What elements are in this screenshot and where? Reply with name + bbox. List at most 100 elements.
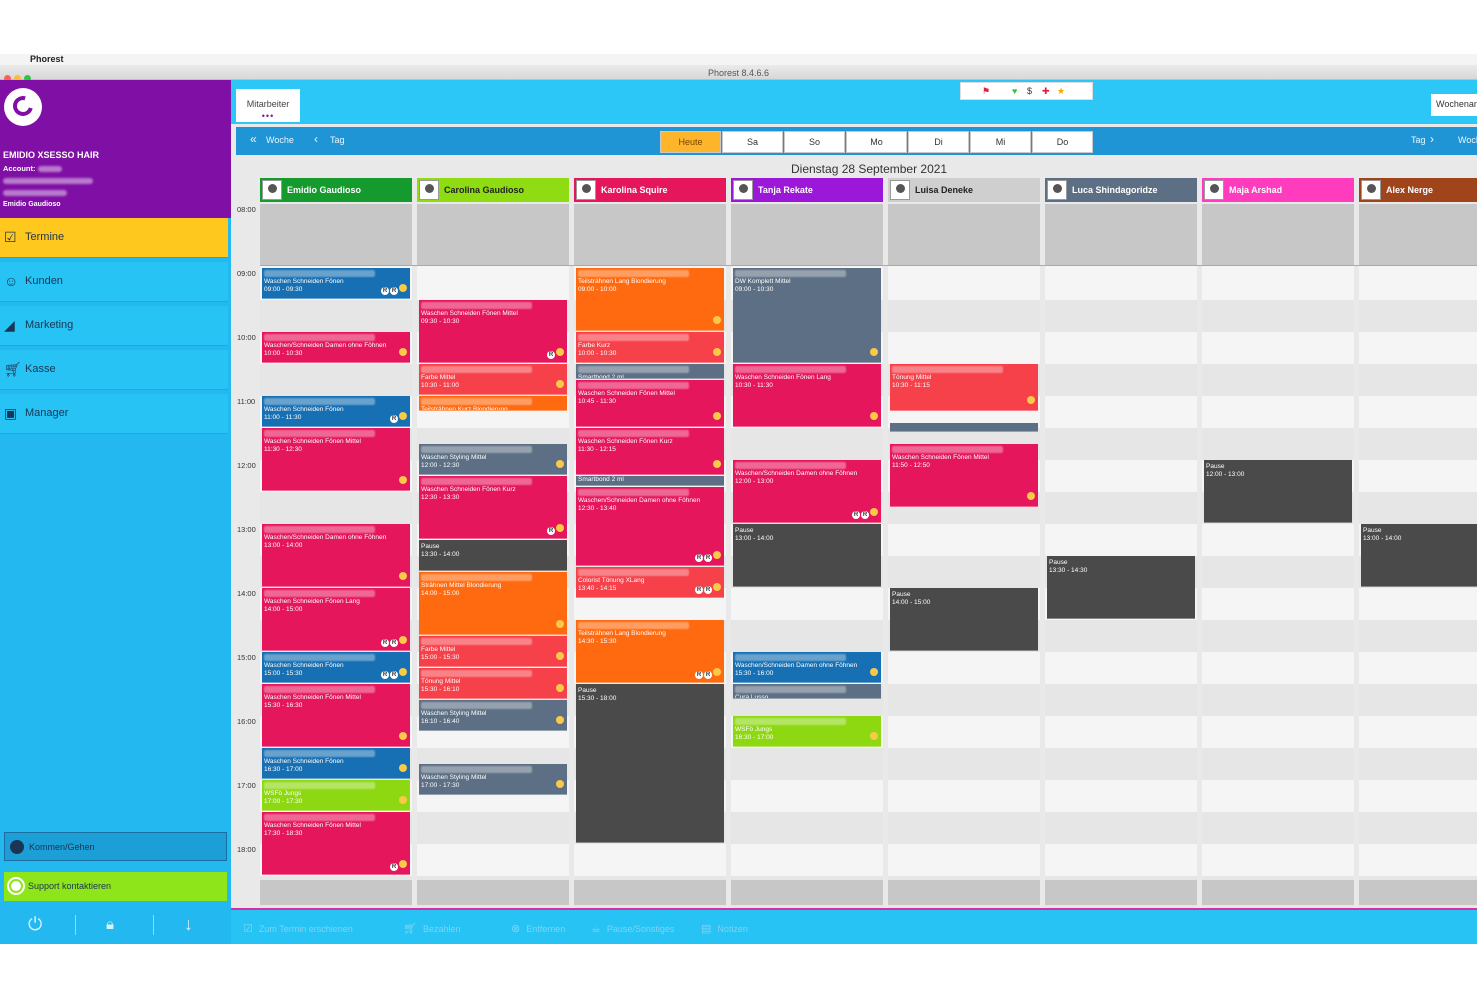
sidebar-item-kasse[interactable]: 🛒︎ Kasse: [0, 350, 228, 390]
appointment-block[interactable]: Waschen Schneiden Fönen Mittel 09:30 - 10…: [419, 300, 567, 363]
schedule-body[interactable]: Pause 12:00 - 13:00: [1202, 204, 1354, 908]
schedule-body[interactable]: Tönung Mittel 10:30 - 11:15 Waschen Schnei…: [888, 204, 1040, 908]
heart-icon[interactable]: ♥: [1012, 86, 1018, 96]
appointment-block[interactable]: Waschen/Schneiden Damen ohne Föhnen 15:30…: [733, 652, 881, 683]
day-button-sa[interactable]: Sa: [722, 131, 783, 153]
chevron-right-icon[interactable]: ›: [1430, 132, 1434, 146]
today-button[interactable]: Heute: [660, 131, 721, 153]
break-block[interactable]: Pause 13:30 - 14:30: [1047, 556, 1195, 619]
appointment-block[interactable]: Smartbond 2 ml: [576, 364, 724, 379]
support-button[interactable]: Support kontaktieren: [4, 872, 227, 901]
appointment-block[interactable]: Smartbond 2 ml: [576, 476, 724, 486]
lock-icon[interactable]: 🔒︎: [106, 916, 114, 933]
staff-header[interactable]: Luisa Deneke: [888, 178, 1040, 202]
appointment-block[interactable]: WSFö Jungs 16:30 - 17:00: [733, 716, 881, 747]
appointment-block[interactable]: Waschen Styling Mittel 17:00 - 17:30: [419, 764, 567, 795]
chevron-left-icon[interactable]: ‹: [314, 132, 318, 146]
app-menu-name[interactable]: Phorest: [30, 54, 64, 64]
staff-header[interactable]: Maja Arshad: [1202, 178, 1354, 202]
appointment-block[interactable]: Waschen Schneiden Fönen Mittel 11:50 - 12…: [890, 444, 1038, 507]
break-block[interactable]: Pause 14:00 - 15:00: [890, 588, 1038, 651]
appointment-block[interactable]: Waschen/Schneiden Damen ohne Föhnen 12:30…: [576, 486, 724, 566]
break-block[interactable]: Pause 13:00 - 14:00: [1361, 524, 1477, 587]
appointment-block[interactable]: DW Komplett Mittel 09:00 - 10:30: [733, 268, 881, 363]
appointment-block[interactable]: Waschen Schneiden Fönen 15:00 - 15:30 R R: [262, 652, 410, 683]
appointment-block[interactable]: Waschen/Schneiden Damen ohne Föhnen 12:00…: [733, 460, 881, 523]
appointment-block[interactable]: Waschen Schneiden Fönen 16:30 - 17:00: [262, 748, 410, 779]
schedule-body[interactable]: Waschen Schneiden Fönen Mittel 09:30 - 10…: [417, 204, 569, 908]
break-block[interactable]: Pause 13:00 - 14:00: [733, 524, 881, 587]
sidebar-item-termine[interactable]: ☑ Termine: [0, 218, 228, 258]
action-pause-sonstiges[interactable]: ☕︎ Pause/Sonstiges: [591, 922, 674, 935]
clock-in-out-button[interactable]: Kommen/Gehen: [4, 832, 227, 861]
day-button-so[interactable]: So: [784, 131, 845, 153]
next-week-button[interactable]: Woch: [1458, 135, 1477, 145]
appointment-block[interactable]: Teilsträhnen Lang Blondierung 14:30 - 15:…: [576, 620, 724, 683]
zoom-window-button[interactable]: [24, 75, 31, 82]
appointment-block[interactable]: Waschen Schneiden Fönen Mittel 11:30 - 12…: [262, 428, 410, 491]
appointment-block[interactable]: Cura Lusso: [733, 684, 881, 699]
appointment-block[interactable]: Waschen/Schneiden Damen ohne Föhnen 10:00…: [262, 332, 410, 363]
appointment-block[interactable]: Teilsträhnen Lang Blondierung 09:00 - 10:…: [576, 268, 724, 331]
staff-header[interactable]: Carolina Gaudioso: [417, 178, 569, 202]
schedule-body[interactable]: Teilsträhnen Lang Blondierung 09:00 - 10:…: [574, 204, 726, 908]
double-chevron-left-icon[interactable]: «: [250, 132, 257, 146]
break-block[interactable]: Pause 13:30 - 14:00: [419, 540, 567, 571]
close-window-button[interactable]: [4, 75, 11, 82]
day-button-do[interactable]: Do: [1032, 131, 1093, 153]
staff-header[interactable]: Alex Nerge: [1359, 178, 1477, 202]
cross-icon[interactable]: ✚: [1042, 86, 1050, 96]
day-button-di[interactable]: Di: [908, 131, 969, 153]
staff-header[interactable]: Emidio Gaudioso: [260, 178, 412, 202]
sidebar-item-kunden[interactable]: ☺ Kunden: [0, 262, 228, 302]
appointment-block[interactable]: Colorist Tönung XLang 13:40 - 14:15 R R: [576, 566, 724, 598]
power-icon[interactable]: ⏻: [28, 914, 43, 934]
appointment-block[interactable]: Farbe Mittel 15:00 - 15:30: [419, 636, 567, 667]
appointment-block[interactable]: Farbe Mittel 10:30 - 11:00: [419, 364, 567, 395]
appointment-block[interactable]: WSFö Jungs 17:00 - 17:30: [262, 780, 410, 811]
appointment-block[interactable]: Waschen Schneiden Fönen Mittel 15:30 - 16…: [262, 684, 410, 747]
minimize-window-button[interactable]: [14, 75, 21, 82]
arrow-down-icon[interactable]: ↓: [184, 914, 193, 934]
appointment-block[interactable]: Waschen Schneiden Fönen 09:00 - 09:30 R R: [262, 268, 410, 299]
appointment-block[interactable]: Waschen/Schneiden Damen ohne Föhnen 13:00…: [262, 524, 410, 587]
schedule-body[interactable]: Waschen Schneiden Fönen 09:00 - 09:30 R R Wa…: [260, 204, 412, 908]
day-button-mo[interactable]: Mo: [846, 131, 907, 153]
appointment-block[interactable]: Teilsträhnen Kurz Blondierung: [419, 396, 567, 411]
prev-day-button[interactable]: Tag: [330, 135, 345, 145]
flag-icon[interactable]: ⚑: [982, 86, 991, 96]
prev-week-button[interactable]: Woche: [266, 135, 294, 145]
appointment-block[interactable]: Waschen Schneiden Fönen Lang 14:00 - 15:0…: [262, 588, 410, 651]
schedule-body[interactable]: Pause 13:30 - 14:30: [1045, 204, 1197, 908]
appointment-block[interactable]: Waschen Schneiden Fönen 11:00 - 11:30 R: [262, 396, 410, 427]
break-block[interactable]: Pause 12:00 - 13:00: [1204, 460, 1352, 523]
appointment-block[interactable]: Farbe Kurz 10:00 - 10:30: [576, 332, 724, 363]
action-zum-termin-erschienen[interactable]: ☑ Zum Termin erschienen: [243, 922, 353, 935]
action-bezahlen[interactable]: 🛒︎ Bezahlen: [403, 922, 461, 935]
appointment-block[interactable]: Tönung Mittel 15:30 - 16:10: [419, 668, 567, 699]
schedule-body[interactable]: DW Komplett Mittel 09:00 - 10:30 Waschen S…: [731, 204, 883, 908]
staff-header[interactable]: Tanja Rekate: [731, 178, 883, 202]
tab-mitarbeiter[interactable]: Mitarbeiter •••: [236, 89, 300, 122]
day-button-mi[interactable]: Mi: [970, 131, 1031, 153]
dollar-icon[interactable]: $: [1027, 86, 1033, 96]
next-day-button[interactable]: Tag: [1411, 135, 1426, 145]
appointment-block[interactable]: Waschen Schneiden Fönen Kurz 11:30 - 12:1…: [576, 428, 724, 475]
appointment-block[interactable]: Waschen Schneiden Fönen Lang 10:30 - 11:3…: [733, 364, 881, 427]
sidebar-item-marketing[interactable]: ◢ Marketing: [0, 306, 228, 346]
action-notizen[interactable]: ▤ Notizen: [701, 922, 748, 935]
schedule-body[interactable]: Pause 13:00 - 14:00: [1359, 204, 1477, 908]
appointment-block[interactable]: Waschen Styling Mittel 16:10 - 16:40: [419, 700, 567, 731]
star-icon[interactable]: ★: [1057, 86, 1066, 96]
staff-header[interactable]: Karolina Squire: [574, 178, 726, 202]
break-block[interactable]: Pause 15:30 - 18:00: [576, 684, 724, 843]
appointment-block[interactable]: [890, 422, 1038, 433]
appointment-block[interactable]: Waschen Schneiden Fönen Kurz 12:30 - 13:3…: [419, 476, 567, 539]
appointment-block[interactable]: Strähnen Mittel Blondierung 14:00 - 15:00: [419, 572, 567, 635]
view-select[interactable]: Wochenans: [1431, 94, 1477, 116]
sidebar-item-manager[interactable]: ▣ Manager: [0, 394, 228, 434]
appointment-block[interactable]: Waschen Schneiden Fönen Mittel 10:45 - 11…: [576, 380, 724, 427]
appointment-block[interactable]: Waschen Schneiden Fönen Mittel 17:30 - 18…: [262, 812, 410, 875]
appointment-block[interactable]: Tönung Mittel 10:30 - 11:15: [890, 364, 1038, 411]
appointment-block[interactable]: Waschen Styling Mittel 12:00 - 12:30: [419, 444, 567, 475]
